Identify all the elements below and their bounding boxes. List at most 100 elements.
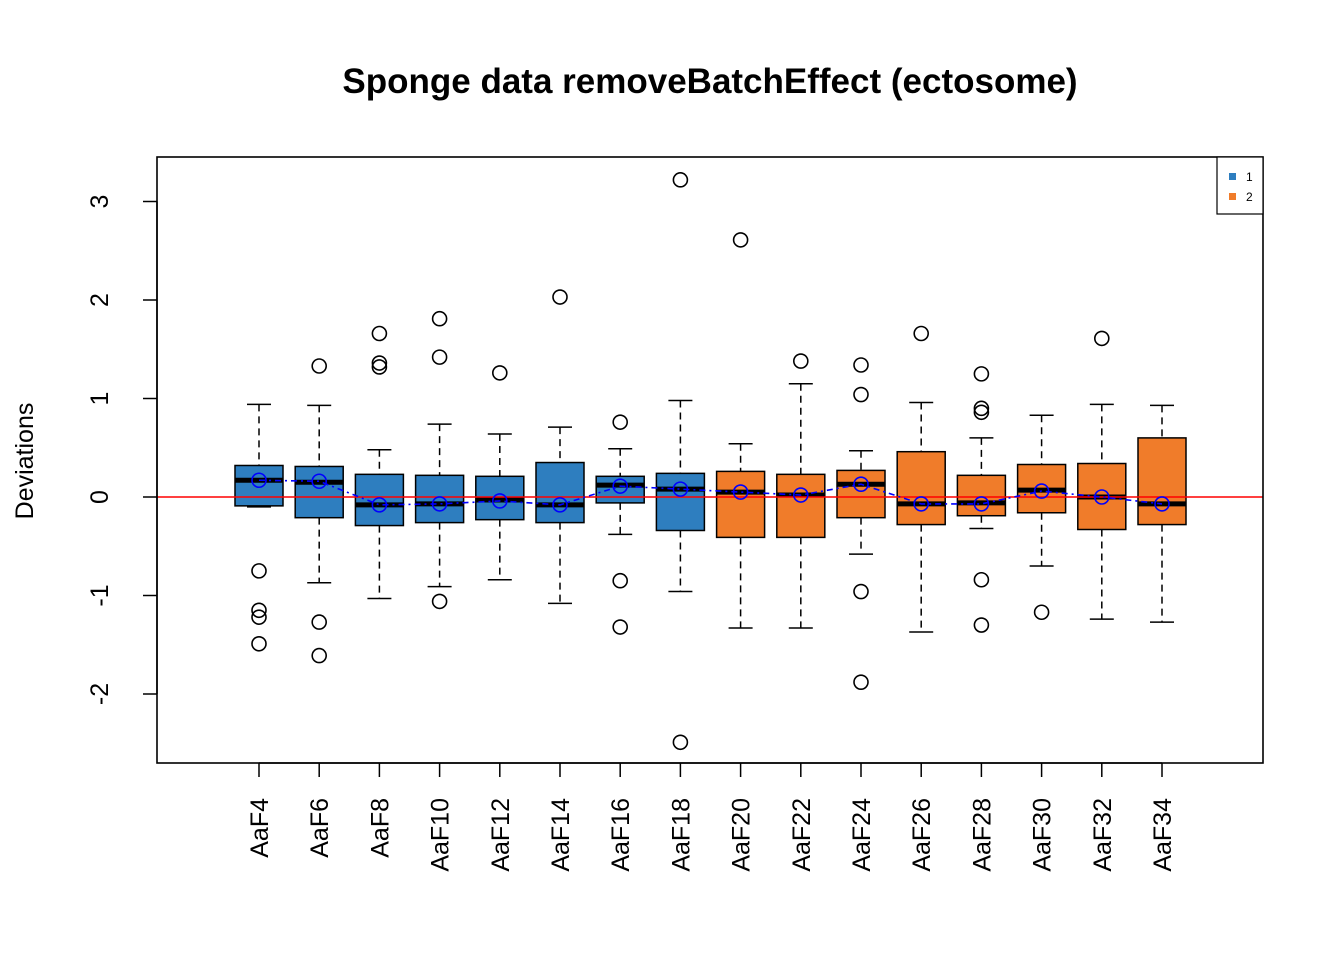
y-axis-title: Deviations [11,403,39,520]
outlier-point [973,400,990,417]
box-body [896,450,946,526]
box-AaF24 [836,357,886,690]
box-AaF28 [956,366,1007,633]
x-tick-label: AaF32 [1089,798,1117,872]
outlier-point [853,357,869,373]
box-AaF16 [595,414,645,635]
mean-point [371,497,388,513]
box-body [836,469,886,519]
mean-point [491,493,508,509]
legend-swatch-1 [1229,173,1236,180]
outlier-point [251,635,267,652]
box-AaF32 [1077,330,1127,620]
box-AaF14 [535,289,585,605]
mean-point [431,496,448,512]
outlier-point [612,572,629,589]
y-tick-label: 1 [86,392,114,406]
outlier-point [973,617,990,633]
outlier-point [1033,604,1050,621]
plot-frame [156,156,1264,764]
outlier-point [251,602,267,619]
box-body [354,473,405,527]
x-tick-label: AaF34 [1149,798,1177,872]
mean-point [1033,483,1050,499]
outlier-point [672,172,689,188]
outlier-point [612,619,629,635]
x-tick-label: AaF8 [366,798,394,858]
legend-swatch-2 [1229,193,1236,200]
outlier-point [431,593,448,610]
outlier-point [431,310,448,327]
box-AaF10 [414,310,465,610]
box-AaF30 [1016,414,1067,621]
mean-point [853,476,869,492]
outlier-point [853,386,869,403]
mean-point [672,481,689,497]
x-tick-label: AaF4 [246,798,274,858]
outlier-point [371,325,388,342]
legend: 1 2 [1216,156,1264,215]
outlier-point [371,359,388,375]
mean-point [251,472,267,489]
box-body [414,474,465,524]
x-tick-label: AaF26 [908,798,936,872]
x-tick-label: AaF6 [306,798,334,858]
outlier-point [672,734,689,751]
x-tick-label: AaF18 [667,798,695,872]
x-tick-label: AaF28 [968,798,996,872]
outlier-point [973,404,990,421]
box-body [595,475,645,504]
mean-point [1094,489,1110,505]
x-tick-label: AaF24 [848,798,876,872]
x-tick-label: AaF14 [547,798,575,872]
outlier-point [311,647,328,664]
mean-point [552,497,568,513]
outlier-point [552,289,568,305]
box-AaF20 [715,232,766,629]
box-AaF18 [655,172,706,751]
mean-trend-line [258,479,1163,506]
outlier-point [612,414,629,430]
mean-point [973,496,990,512]
box-AaF26 [896,325,946,633]
outlier-point [853,674,869,690]
outlier-point [973,571,990,588]
y-tick-label: -1 [86,584,114,606]
chart-title: Sponge data removeBatchEffect (ectosome) [342,62,1077,101]
outlier-point [792,353,809,369]
outlier-point [371,355,388,371]
x-tick-label: AaF22 [788,798,816,872]
legend-label-1: 1 [1246,170,1253,184]
box-AaF8 [354,325,405,600]
outlier-point [311,614,328,630]
outlier-point [491,365,508,381]
box-AaF34 [1137,404,1187,623]
mean-point [732,484,749,500]
y-tick-label: -2 [86,683,114,705]
x-tick-label: AaF12 [487,798,515,872]
box-body [956,474,1007,517]
mean-point [792,487,809,503]
mean-point [612,478,629,494]
x-tick-label: AaF16 [607,798,635,872]
box-body [776,473,826,539]
legend-label-2: 2 [1246,190,1253,204]
x-tick-label: AaF30 [1029,798,1057,872]
outlier-point [973,366,990,382]
box-AaF12 [475,365,525,581]
box-AaF22 [776,353,826,629]
outlier-point [311,358,328,374]
outlier-point [732,232,749,248]
box-body [234,464,284,507]
legend-box [1216,156,1264,215]
y-tick-label: 3 [86,195,114,209]
y-tick-label: 0 [86,490,114,504]
mean-point [311,473,328,490]
outlier-point [853,583,869,600]
x-tick-label: AaF10 [427,798,455,872]
mean-point [1154,496,1170,512]
outlier-point [251,609,267,625]
outlier-point [431,349,448,365]
outlier-point [251,563,267,579]
